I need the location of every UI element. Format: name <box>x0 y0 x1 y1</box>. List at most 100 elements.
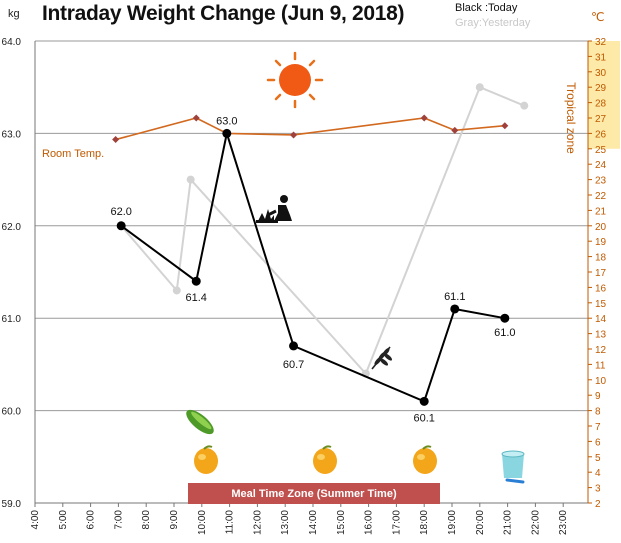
x-tick-label: 23:00 <box>558 510 569 535</box>
yesterday-point <box>520 101 529 110</box>
x-tick-label: 18:00 <box>419 510 430 535</box>
x-tick-label: 5:00 <box>58 510 69 530</box>
tropical-zone-band <box>588 41 620 149</box>
y2-tick-label: 4 <box>595 468 601 479</box>
right-axis-unit: ℃ <box>591 10 605 24</box>
today-point <box>419 396 429 406</box>
today-data-label: 60.7 <box>283 359 304 371</box>
y2-tick-label: 5 <box>595 453 601 464</box>
y2-tick-label: 30 <box>595 68 607 79</box>
y2-tick-label: 12 <box>595 345 607 356</box>
y2-tick-label: 31 <box>595 52 607 63</box>
meal-time-zone-label: Meal Time Zone (Summer Time) <box>231 487 397 500</box>
x-tick-label: 11:00 <box>225 510 236 535</box>
axes <box>34 41 589 504</box>
y-tick-label: 60.0 <box>2 407 22 418</box>
y2-tick-label: 9 <box>595 391 601 402</box>
x-tick-label: 15:00 <box>336 510 347 535</box>
temp-line <box>115 117 505 141</box>
yesterday-point <box>475 83 484 92</box>
y2-tick-label: 15 <box>595 299 607 310</box>
right-axis-labels: 2345678910111213141516171819202122232425… <box>588 37 607 510</box>
x-tick-label: 17:00 <box>391 510 402 535</box>
temp-point <box>192 114 200 122</box>
left-axis-labels: 59.0 60.0 61.0 62.0 63.0 64.0 <box>2 37 22 510</box>
mango-icon <box>313 445 337 474</box>
y2-tick-label: 26 <box>595 129 607 140</box>
x-tick-label: 12:00 <box>252 510 263 535</box>
today-line <box>120 129 506 403</box>
y2-tick-label: 18 <box>595 253 607 264</box>
tropical-zone-rect <box>588 41 620 149</box>
y-tick-label: 63.0 <box>2 129 22 140</box>
wheat-icon <box>371 346 393 370</box>
x-tick-label: 9:00 <box>169 510 180 530</box>
today-data-label: 63.0 <box>216 115 237 127</box>
temp-point <box>501 122 509 130</box>
y2-tick-label: 22 <box>595 191 607 202</box>
x-tick-label: 13:00 <box>280 510 291 535</box>
legend-today: Black :Today <box>455 2 518 14</box>
y-tick-label: 61.0 <box>2 314 22 325</box>
chart-title: Intraday Weight Change (Jun 9, 2018) <box>42 2 405 25</box>
y2-tick-label: 14 <box>595 314 607 325</box>
today-point <box>450 304 460 314</box>
mango-icon <box>194 445 218 474</box>
x-tick-label: 4:00 <box>30 510 41 530</box>
y2-tick-label: 21 <box>595 206 607 217</box>
today-point <box>289 341 299 351</box>
x-tick-label: 21:00 <box>503 510 514 535</box>
yesterday-point <box>186 175 195 184</box>
y2-tick-label: 20 <box>595 222 607 233</box>
y2-tick-label: 16 <box>595 283 607 294</box>
y-tick-label: 59.0 <box>2 499 22 510</box>
yesterday-point <box>172 286 181 295</box>
y2-tick-label: 10 <box>595 376 607 387</box>
series-room-temp <box>112 114 509 144</box>
today-data-label: 61.4 <box>186 292 207 304</box>
today-data-label: 61.1 <box>444 291 465 303</box>
today-point <box>500 313 510 323</box>
y2-tick-label: 29 <box>595 83 607 94</box>
gardening-person-icon <box>256 195 292 223</box>
y2-tick-label: 24 <box>595 160 607 171</box>
x-tick-label: 7:00 <box>113 510 124 530</box>
y2-tick-label: 8 <box>595 407 601 418</box>
today-point <box>116 221 126 231</box>
yesterday-line <box>120 85 525 376</box>
tropical-zone-label: Tropical zone <box>564 82 578 154</box>
today-point <box>222 128 232 138</box>
y2-tick-label: 11 <box>595 360 606 371</box>
y2-tick-label: 6 <box>595 437 601 448</box>
mango-icon <box>413 445 437 474</box>
sun-icon <box>266 51 324 109</box>
gridlines <box>35 40 588 504</box>
y2-tick-label: 2 <box>595 499 601 510</box>
x-tick-label: 10:00 <box>197 510 208 535</box>
series-today: 62.0 61.4 63.0 60.7 60.1 61.1 61.0 <box>110 115 515 424</box>
y-tick-label: 64.0 <box>2 37 22 48</box>
y2-tick-label: 32 <box>595 37 607 48</box>
y2-tick-label: 27 <box>595 114 607 125</box>
temp-point <box>112 136 120 144</box>
x-tick-label: 16:00 <box>364 510 375 535</box>
x-tick-label: 22:00 <box>530 510 541 535</box>
x-axis-labels: 4:00 5:00 6:00 7:00 8:00 9:00 10:00 11:00 12:00 1… <box>30 503 569 535</box>
y2-tick-label: 28 <box>595 99 607 110</box>
x-tick-label: 8:00 <box>141 510 152 530</box>
y2-tick-label: 13 <box>595 330 607 341</box>
y2-tick-label: 7 <box>595 422 601 433</box>
y2-tick-label: 25 <box>595 145 607 156</box>
x-tick-label: 19:00 <box>447 510 458 535</box>
today-point <box>191 276 201 286</box>
x-tick-label: 6:00 <box>86 510 97 530</box>
cucumber-icon <box>186 409 214 435</box>
y-tick-label: 62.0 <box>2 222 22 233</box>
y2-tick-label: 3 <box>595 484 601 495</box>
today-data-label: 61.0 <box>494 327 515 339</box>
meal-time-zone-bar: Meal Time Zone (Summer Time) <box>188 483 440 504</box>
room-temp-label: Room Temp. <box>42 148 105 160</box>
temp-point <box>420 114 428 122</box>
bucket-icon <box>501 450 525 484</box>
